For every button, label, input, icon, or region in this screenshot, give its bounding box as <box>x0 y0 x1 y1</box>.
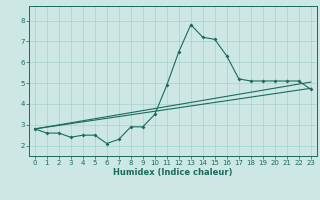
X-axis label: Humidex (Indice chaleur): Humidex (Indice chaleur) <box>113 168 233 177</box>
